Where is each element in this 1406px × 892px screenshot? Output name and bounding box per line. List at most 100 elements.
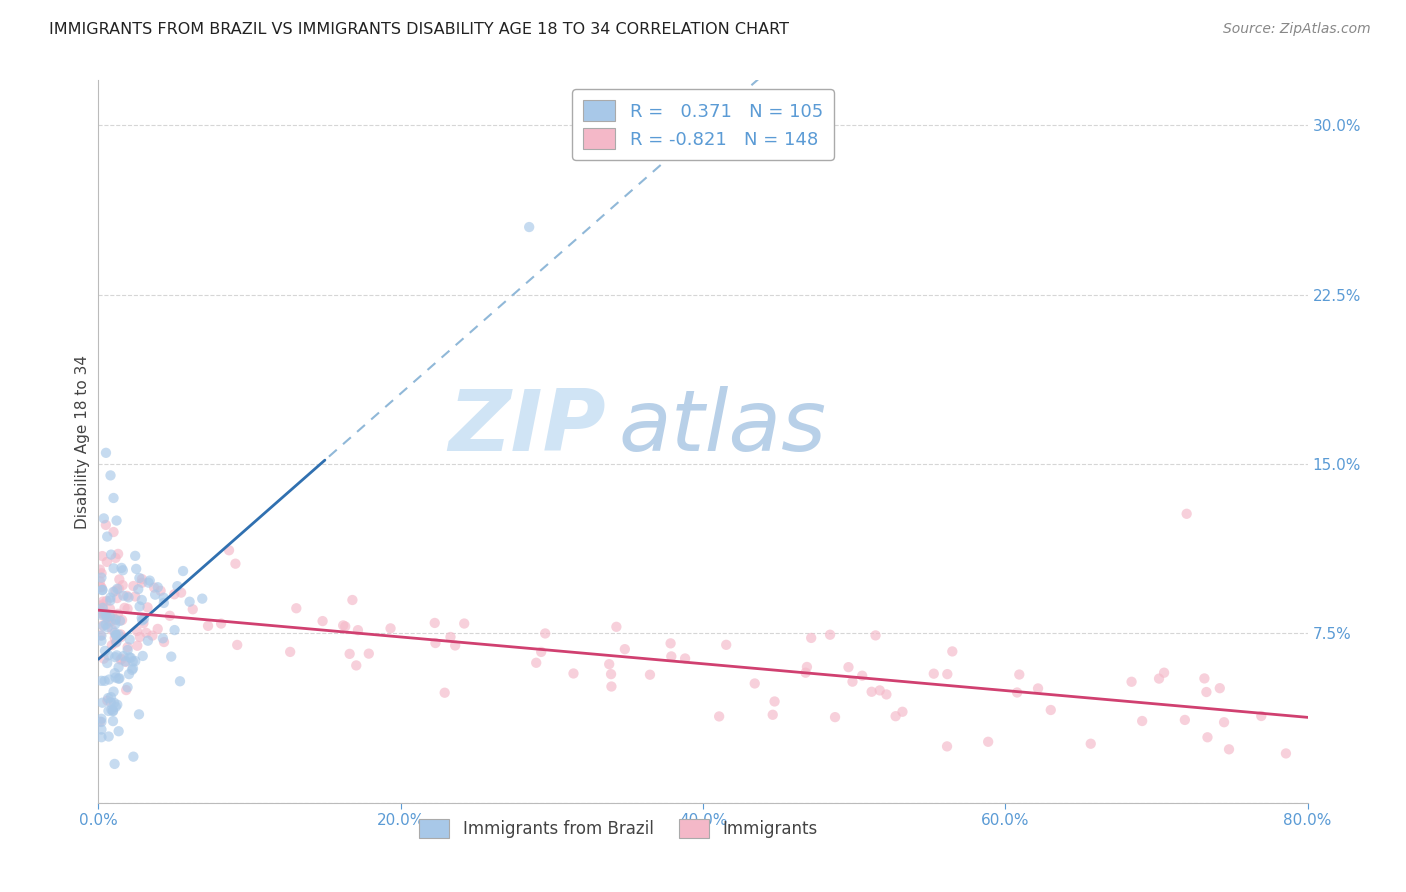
Point	[166, 579, 188, 593]
Point	[530, 645, 553, 659]
Point	[107, 627, 129, 641]
Point	[152, 591, 174, 605]
Point	[90, 580, 112, 594]
Point	[524, 656, 547, 670]
Point	[89, 599, 111, 613]
Point	[763, 694, 786, 708]
Point	[1275, 747, 1298, 761]
Point	[90, 714, 112, 729]
Point	[108, 671, 131, 685]
Point	[1130, 714, 1153, 728]
Point	[191, 591, 214, 606]
Point	[818, 628, 841, 642]
Point	[100, 703, 122, 717]
Point	[342, 593, 364, 607]
Point	[127, 639, 149, 653]
Point	[89, 714, 111, 729]
Point	[613, 642, 636, 657]
Point	[96, 656, 118, 670]
Point	[124, 549, 146, 563]
Point	[744, 676, 766, 690]
Point	[141, 629, 163, 643]
Point	[117, 681, 139, 695]
Point	[100, 591, 122, 605]
Point	[1008, 667, 1031, 681]
Point	[101, 704, 124, 718]
Point	[1147, 672, 1170, 686]
Point	[90, 566, 112, 581]
Point	[163, 623, 186, 637]
Point	[659, 649, 682, 664]
Point	[600, 680, 623, 694]
Point	[118, 650, 141, 665]
Point	[1209, 681, 1232, 696]
Point	[89, 563, 111, 577]
Point	[1250, 709, 1272, 723]
Point	[100, 690, 122, 705]
Point	[98, 609, 121, 624]
Point	[96, 610, 118, 624]
Point	[179, 595, 201, 609]
Point	[517, 220, 540, 235]
Point	[105, 514, 128, 528]
Point	[101, 608, 124, 623]
Point	[89, 606, 111, 620]
Point	[110, 627, 132, 641]
Point	[347, 623, 370, 637]
Point	[562, 666, 585, 681]
Text: IMMIGRANTS FROM BRAZIL VS IMMIGRANTS DISABILITY AGE 18 TO 34 CORRELATION CHART: IMMIGRANTS FROM BRAZIL VS IMMIGRANTS DIS…	[49, 22, 789, 37]
Point	[104, 612, 127, 626]
Point	[716, 638, 738, 652]
Point	[800, 631, 823, 645]
Point	[100, 695, 122, 709]
Point	[1039, 703, 1062, 717]
Point	[1153, 665, 1175, 680]
Point	[1195, 685, 1218, 699]
Point	[146, 580, 169, 594]
Point	[94, 607, 117, 622]
Point	[209, 616, 232, 631]
Point	[107, 547, 129, 561]
Point	[98, 609, 121, 624]
Point	[339, 647, 361, 661]
Point	[865, 628, 887, 642]
Point	[89, 574, 111, 589]
Point	[97, 730, 120, 744]
Point	[143, 588, 166, 602]
Point	[93, 511, 115, 525]
Point	[226, 638, 249, 652]
Point	[97, 704, 120, 718]
Point	[875, 688, 897, 702]
Point	[124, 590, 146, 604]
Point	[108, 573, 131, 587]
Point	[112, 589, 135, 603]
Point	[131, 572, 153, 586]
Point	[104, 625, 127, 640]
Point	[93, 608, 115, 623]
Point	[707, 709, 730, 723]
Point	[1005, 685, 1028, 699]
Point	[89, 603, 111, 617]
Point	[794, 665, 817, 680]
Point	[128, 630, 150, 644]
Point	[105, 628, 128, 642]
Point	[172, 564, 194, 578]
Point	[170, 585, 193, 599]
Point	[335, 619, 357, 633]
Point	[598, 657, 620, 672]
Point	[841, 674, 863, 689]
Point	[104, 617, 127, 632]
Point	[439, 630, 461, 644]
Point	[107, 724, 129, 739]
Point	[91, 582, 114, 597]
Point	[111, 563, 134, 577]
Point	[91, 594, 114, 608]
Point	[93, 673, 115, 688]
Point	[153, 635, 176, 649]
Point	[1194, 672, 1216, 686]
Point	[936, 739, 959, 754]
Point	[444, 639, 467, 653]
Point	[136, 633, 159, 648]
Point	[131, 593, 153, 607]
Point	[152, 632, 174, 646]
